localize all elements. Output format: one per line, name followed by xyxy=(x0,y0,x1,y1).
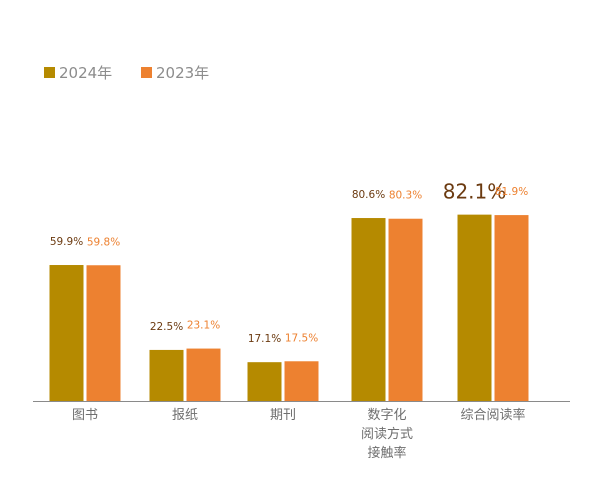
bar-2023-3 xyxy=(388,218,423,401)
data-label-2023-3: 80.3% xyxy=(389,190,422,202)
category-label-4-0: 综合阅读率 xyxy=(460,407,525,423)
data-label-2024-0: 59.9% xyxy=(50,236,83,248)
bar-2023-2 xyxy=(284,361,319,401)
category-label-0-0: 图书 xyxy=(72,408,98,423)
legend-item-2023: 2023年 xyxy=(141,62,209,83)
legend-item-2024: 2024年 xyxy=(44,62,112,83)
data-label-2023-1: 23.1% xyxy=(187,320,220,332)
category-label-3-1: 阅读方式 xyxy=(361,426,413,442)
bar-2024-0 xyxy=(49,265,84,401)
bar-2023-4 xyxy=(494,215,529,401)
legend-swatch-2024 xyxy=(44,67,55,78)
data-label-2023-0: 59.8% xyxy=(87,236,120,248)
bar-2024-3 xyxy=(351,218,386,401)
legend-swatch-2023 xyxy=(141,67,152,78)
bar-2024-4 xyxy=(457,214,492,401)
data-label-2023-4: 81.9% xyxy=(495,186,528,198)
bar-2024-1 xyxy=(149,349,184,401)
bar-2023-0 xyxy=(86,265,121,401)
data-label-2023-2: 17.5% xyxy=(285,332,318,344)
data-label-2024-2: 17.1% xyxy=(248,333,281,345)
category-label-2-0: 期刊 xyxy=(270,408,296,423)
legend-label-2023: 2023年 xyxy=(156,64,210,82)
category-label-1-0: 报纸 xyxy=(172,408,198,423)
data-label-2024-4: 82.1% xyxy=(443,180,507,204)
bar-2024-2 xyxy=(247,362,282,401)
legend-label-2024: 2024年 xyxy=(59,64,113,82)
data-label-2024-1: 22.5% xyxy=(150,321,183,333)
data-label-2024-3: 80.6% xyxy=(352,189,385,201)
bar-2023-1 xyxy=(186,348,221,401)
category-label-3-2: 接触率 xyxy=(367,445,406,461)
category-label-3-0: 数字化 xyxy=(367,408,406,423)
